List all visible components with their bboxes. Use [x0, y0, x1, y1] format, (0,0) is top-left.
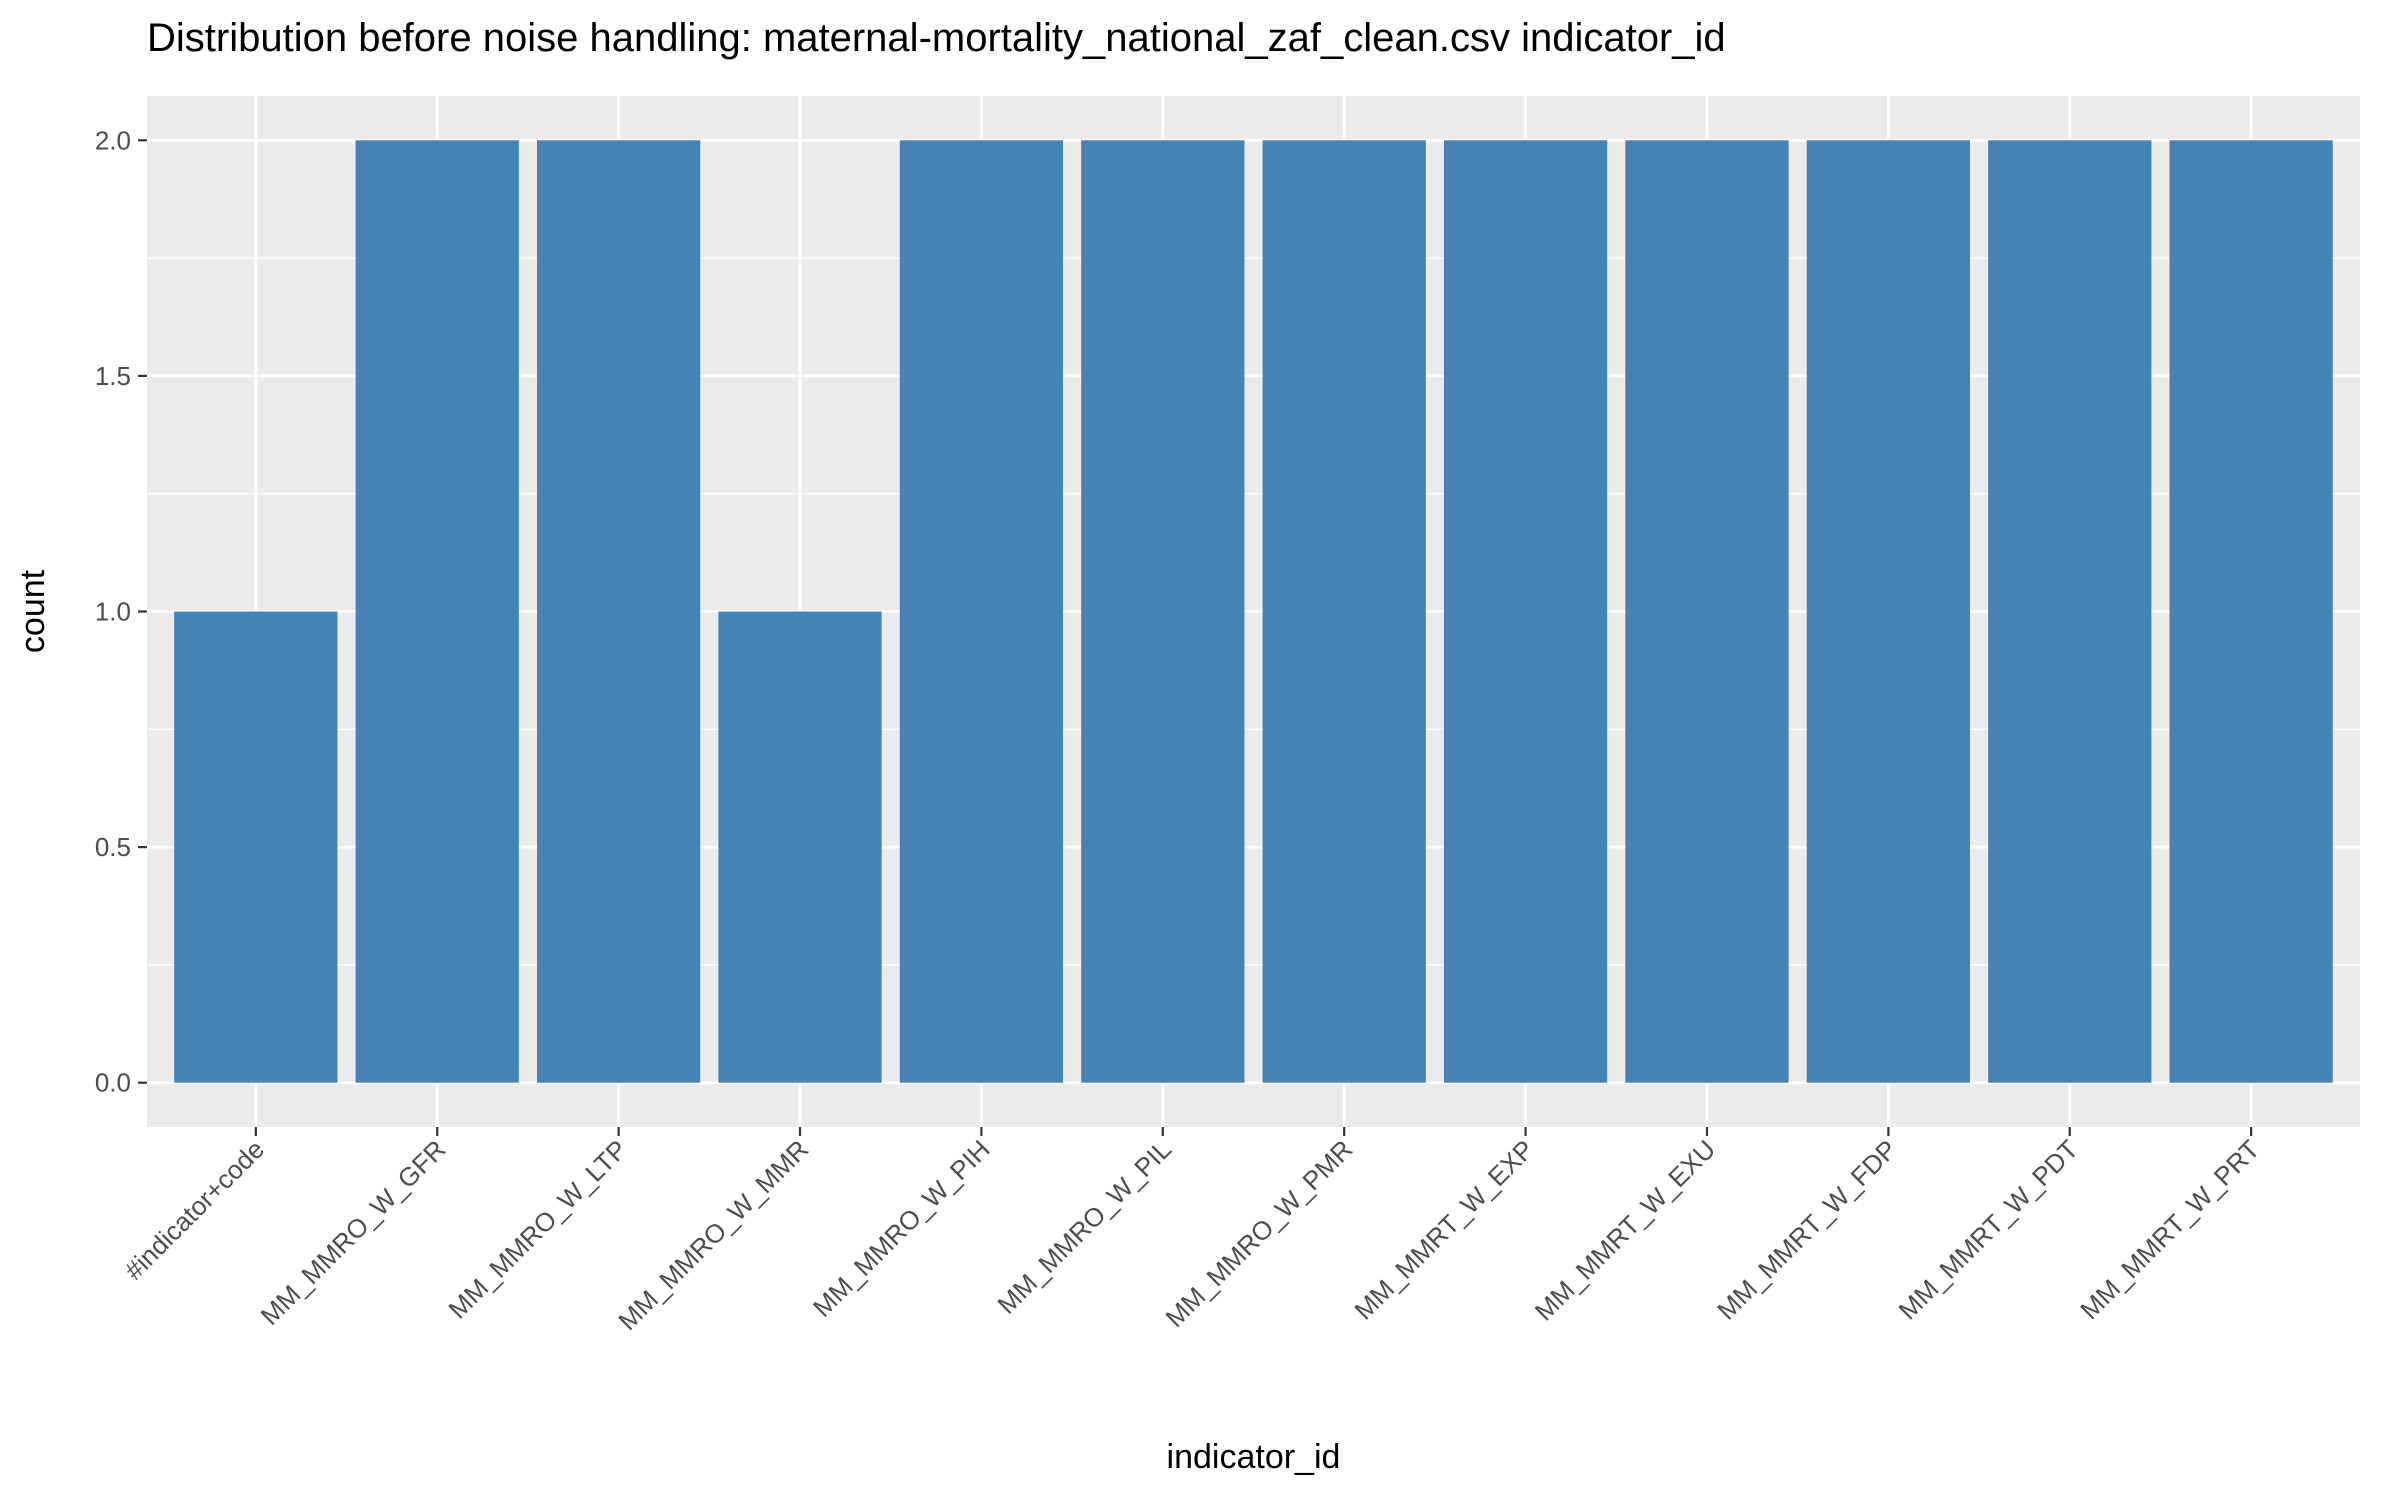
bar: [1988, 140, 2152, 1083]
bar: [718, 611, 882, 1083]
bar: [899, 140, 1064, 1083]
bar: [1262, 140, 1426, 1083]
x-tick-label: MM_MMRT_W_EXP: [1348, 1134, 1539, 1325]
y-tick-label: 1.5: [95, 361, 131, 391]
y-axis-title: count: [14, 569, 52, 653]
bar: [1443, 140, 1608, 1083]
bar: [1806, 140, 1971, 1083]
x-tick-label: MM_MMRT_W_PDT: [1893, 1134, 2085, 1326]
x-tick-label: MM_MMRO_W_MMR: [612, 1134, 814, 1336]
bar: [174, 611, 338, 1083]
y-tick-label: 0.5: [95, 832, 131, 862]
bar: [536, 140, 701, 1083]
bar: [1625, 140, 1789, 1083]
x-tick-label: MM_MMRO_W_PIL: [991, 1134, 1177, 1320]
x-tick-label: MM_MMRO_W_PIH: [807, 1134, 996, 1323]
y-tick-label: 0.0: [95, 1068, 131, 1098]
chart-title: Distribution before noise handling: mate…: [147, 16, 1726, 60]
x-axis: #indicator+codeMM_MMRO_W_GFRMM_MMRO_W_LT…: [119, 1127, 2265, 1336]
bar: [355, 140, 519, 1083]
y-tick-label: 2.0: [95, 125, 131, 155]
x-tick-label: #indicator+code: [119, 1134, 271, 1286]
x-tick-label: MM_MMRT_W_EXU: [1529, 1134, 1721, 1326]
x-tick-label: MM_MMRO_W_PMR: [1159, 1134, 1358, 1333]
y-axis: 0.0 0.5 1.0 1.5 2.0: [95, 125, 147, 1098]
x-tick-label: MM_MMRO_W_LTP: [442, 1134, 632, 1324]
bars: [174, 140, 2333, 1083]
y-tick-label: 1.0: [95, 597, 131, 627]
x-tick-label: MM_MMRT_W_FDP: [1711, 1134, 1902, 1325]
x-tick-label: MM_MMRO_W_GFR: [255, 1134, 452, 1331]
x-tick-label: MM_MMRT_W_PRT: [2074, 1134, 2265, 1325]
bar: [1081, 140, 1245, 1083]
bar: [2169, 140, 2333, 1083]
x-axis-title: indicator_id: [1167, 1438, 1341, 1476]
